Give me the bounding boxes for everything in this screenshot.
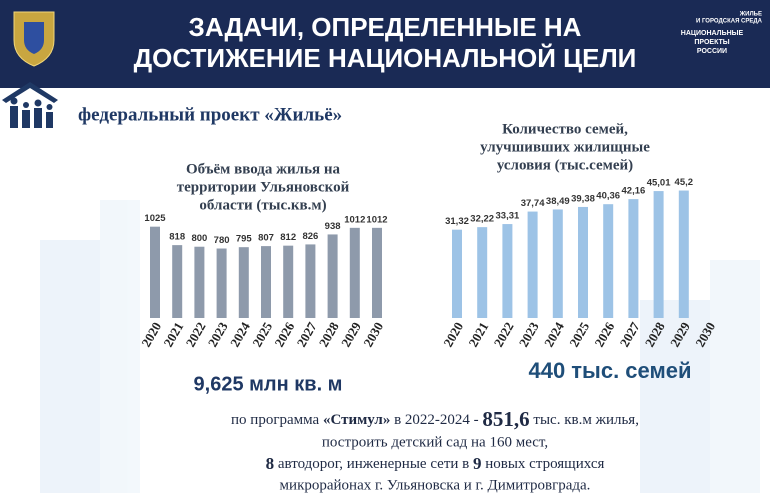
value-label: 1012 (366, 214, 387, 225)
footer-text: по программа (231, 412, 323, 428)
coat-of-arms-inner (24, 22, 44, 54)
footer-text: новых строящихся (481, 456, 604, 472)
value-label: 45,2 (675, 177, 694, 188)
housing-icon (2, 82, 58, 128)
bar (372, 227, 382, 318)
value-label: 38,49 (546, 196, 570, 207)
value-label: 795 (236, 234, 253, 245)
value-label: 1025 (144, 213, 166, 224)
bar (477, 227, 488, 318)
footer-line: построить детский сад на 160 мест, (322, 434, 548, 450)
value-label: 33,31 (496, 211, 520, 222)
value-label: 818 (169, 232, 185, 243)
chart-title: территории Ульяновской (177, 179, 350, 195)
bar (678, 190, 689, 318)
bar (628, 199, 639, 318)
logo-text: ПРОЕКТЫ (694, 39, 729, 46)
value-label: 807 (258, 233, 274, 244)
logo-text: РОССИИ (697, 48, 727, 55)
bar (349, 227, 360, 318)
value-label: 812 (280, 232, 296, 243)
bar (452, 229, 462, 318)
value-label: 826 (302, 231, 318, 242)
bar (238, 247, 249, 318)
bar (172, 245, 183, 318)
logo-text: И ГОРОДСКАЯ СРЕДА (696, 19, 763, 25)
footer-text: в 2022-2024 - (390, 412, 482, 428)
chart-total: 440 тыс. семей (528, 358, 691, 383)
bar (603, 204, 614, 318)
value-label: 938 (325, 221, 341, 232)
logo-text: НАЦИОНАЛЬНЫЕ (681, 30, 744, 37)
value-label: 32,22 (470, 214, 494, 225)
logo: ЖИЛЬЕ И ГОРОДСКАЯ СРЕДА НАЦИОНАЛЬНЫЕ ПРО… (681, 12, 763, 55)
value-label: 45,01 (647, 178, 671, 189)
footer-line: микрорайонах г. Ульяновска и г. Димитров… (280, 477, 591, 493)
value-label: 1012 (344, 214, 365, 225)
bar (502, 224, 513, 318)
header-band (0, 0, 770, 88)
bar (527, 211, 538, 318)
bar (194, 246, 205, 318)
title: ДОСТИЖЕНИЕ НАЦИОНАЛЬНОЙ ЦЕЛИ (134, 43, 637, 73)
value-label: 39,38 (571, 193, 595, 204)
title: ЗАДАЧИ, ОПРЕДЕЛЕННЫЕ НА (189, 12, 582, 42)
value-label: 42,16 (622, 186, 646, 197)
chart-title: улучшивших жилищные (480, 139, 650, 155)
value-label: 37,74 (521, 198, 545, 209)
chart-title: условия (тыс.семей) (497, 157, 633, 173)
chart-title: области (тыс.кв.м) (199, 197, 326, 213)
bar (305, 244, 316, 318)
bar (578, 206, 588, 318)
footer-text: «Стимул» (323, 412, 390, 428)
bar (327, 234, 338, 318)
bar (283, 245, 294, 318)
project-title: федеральный проект «Жильё» (78, 104, 342, 125)
chart-title: Объём ввода жилья на (186, 161, 341, 177)
footer-text: автодорог, инженерные сети в (274, 456, 473, 472)
value-label: 800 (191, 233, 207, 244)
bar (261, 246, 271, 318)
value-label: 40,36 (596, 191, 620, 202)
logo-text: ЖИЛЬЕ (739, 12, 762, 18)
footer-text: тыс. кв.м жилья, (530, 412, 639, 428)
bar (216, 248, 227, 318)
footer-number: 8 (266, 454, 275, 473)
bar (150, 226, 160, 318)
footer-line: 8 автодорог, инженерные сети в 9 новых с… (266, 454, 605, 473)
bar (552, 209, 563, 318)
buildings (40, 200, 760, 493)
value-label: 31,32 (445, 216, 469, 227)
value-label: 780 (214, 235, 230, 246)
footer-line: по программа «Стимул» в 2022-2024 - 851,… (231, 407, 639, 431)
footer-number: 851,6 (482, 407, 529, 431)
chart-title: Количество семей, (502, 121, 628, 137)
chart-total: 9,625 млн кв. м (194, 373, 343, 395)
bar (653, 191, 664, 318)
footer-number: 9 (473, 454, 482, 473)
